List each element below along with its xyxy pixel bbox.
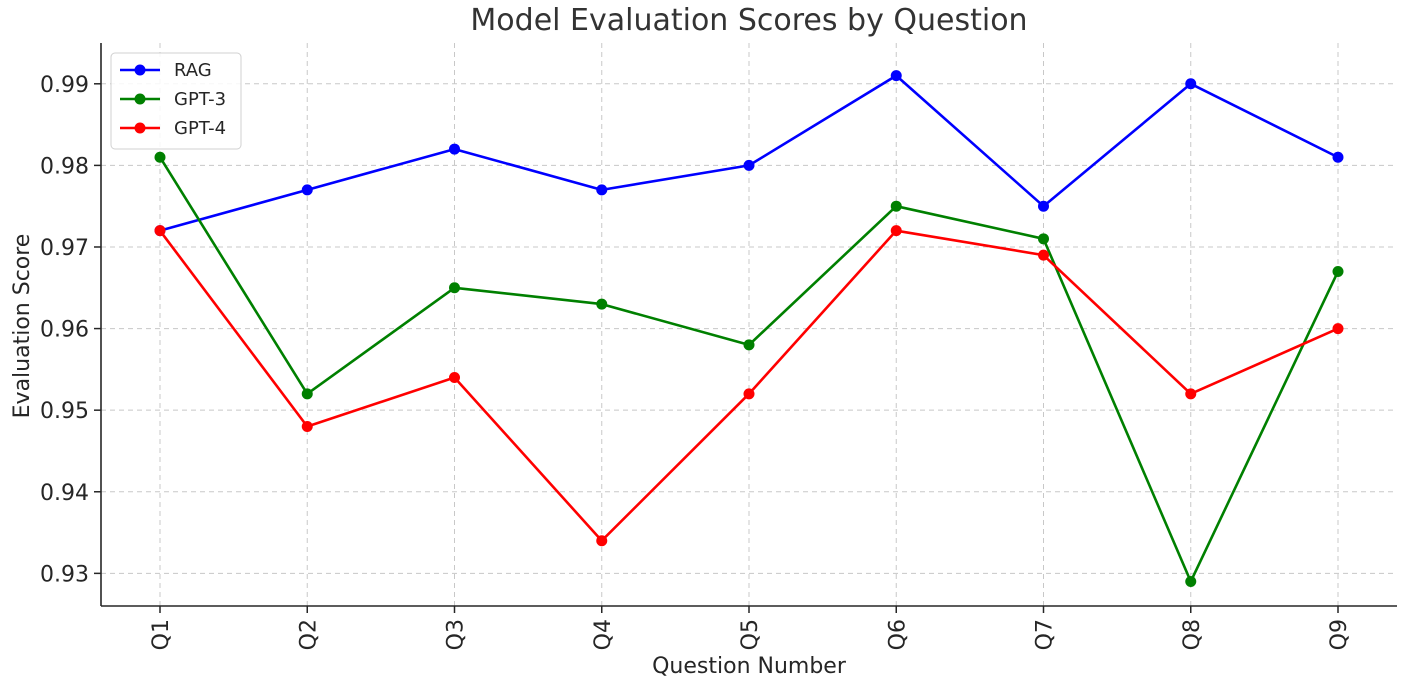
y-tick-label: 0.93 <box>40 562 89 587</box>
legend-marker-gpt-3 <box>134 93 146 105</box>
x-tick-label: Q5 <box>738 619 763 650</box>
legend-item-gpt-3: GPT-3 <box>120 89 226 110</box>
series-gpt-4 <box>154 225 1344 547</box>
x-tick-label: Q1 <box>149 619 174 650</box>
data-point-rag <box>1185 78 1197 90</box>
data-point-gpt-4 <box>743 388 755 400</box>
chart-title: Model Evaluation Scores by Question <box>470 3 1027 38</box>
data-point-gpt-3 <box>890 200 902 212</box>
data-point-gpt-3 <box>301 388 313 400</box>
data-point-rag <box>1332 151 1344 163</box>
data-point-gpt-3 <box>596 298 608 310</box>
data-point-gpt-4 <box>154 225 166 237</box>
data-point-rag <box>890 70 902 82</box>
tick-labels: 0.93 0.94 0.95 0.96 0.97 0.98 0.99 Q1 Q2 Q3 Q4 Q5 Q6… <box>40 73 1352 651</box>
data-point-gpt-3 <box>1185 576 1197 588</box>
series-gpt-3 <box>154 151 1344 588</box>
x-axis-title: Question Number <box>652 654 847 679</box>
x-tick-label: Q7 <box>1033 619 1058 650</box>
x-tick-label: Q9 <box>1327 619 1352 650</box>
legend-label-gpt-4: GPT-4 <box>174 118 226 139</box>
data-point-gpt-3 <box>1332 265 1344 277</box>
data-point-gpt-3 <box>1038 233 1049 245</box>
series-layer <box>154 70 1344 588</box>
data-point-gpt-4 <box>449 372 460 384</box>
series-rag <box>154 70 1344 237</box>
data-point-rag <box>743 159 755 171</box>
y-tick-label: 0.94 <box>40 481 89 506</box>
y-tick-label: 0.97 <box>40 236 89 261</box>
axes <box>94 43 1397 613</box>
x-tick-label: Q2 <box>296 619 321 650</box>
data-point-gpt-3 <box>449 282 460 294</box>
data-point-rag <box>596 184 608 196</box>
y-tick-label: 0.98 <box>40 154 89 179</box>
data-point-rag <box>1038 200 1049 212</box>
data-point-gpt-4 <box>1185 388 1197 400</box>
legend-item-gpt-4: GPT-4 <box>120 118 226 139</box>
x-tick-label: Q6 <box>885 619 910 650</box>
data-point-rag <box>449 143 460 155</box>
legend-label-rag: RAG <box>174 60 212 81</box>
data-point-gpt-3 <box>154 151 166 163</box>
x-tick-label: Q8 <box>1180 619 1205 650</box>
legend: RAG GPT-3 GPT-4 <box>110 52 242 150</box>
data-point-gpt-3 <box>743 339 755 351</box>
grid-lines <box>101 43 1397 606</box>
data-point-gpt-4 <box>301 420 313 432</box>
y-tick-label: 0.96 <box>40 318 89 343</box>
data-point-gpt-4 <box>1038 249 1049 261</box>
y-tick-label: 0.99 <box>40 73 89 98</box>
legend-marker-rag <box>134 64 146 76</box>
x-tick-label: Q4 <box>591 619 616 650</box>
y-tick-label: 0.95 <box>40 399 89 424</box>
legend-marker-gpt-4 <box>134 122 146 134</box>
y-axis-title: Evaluation Score <box>10 234 35 419</box>
data-point-gpt-4 <box>596 535 608 547</box>
x-tick-label: Q3 <box>444 619 469 650</box>
legend-item-rag: RAG <box>120 60 212 81</box>
data-point-gpt-4 <box>890 225 902 237</box>
legend-label-gpt-3: GPT-3 <box>174 89 226 110</box>
data-point-rag <box>301 184 313 196</box>
data-point-gpt-4 <box>1332 323 1344 335</box>
